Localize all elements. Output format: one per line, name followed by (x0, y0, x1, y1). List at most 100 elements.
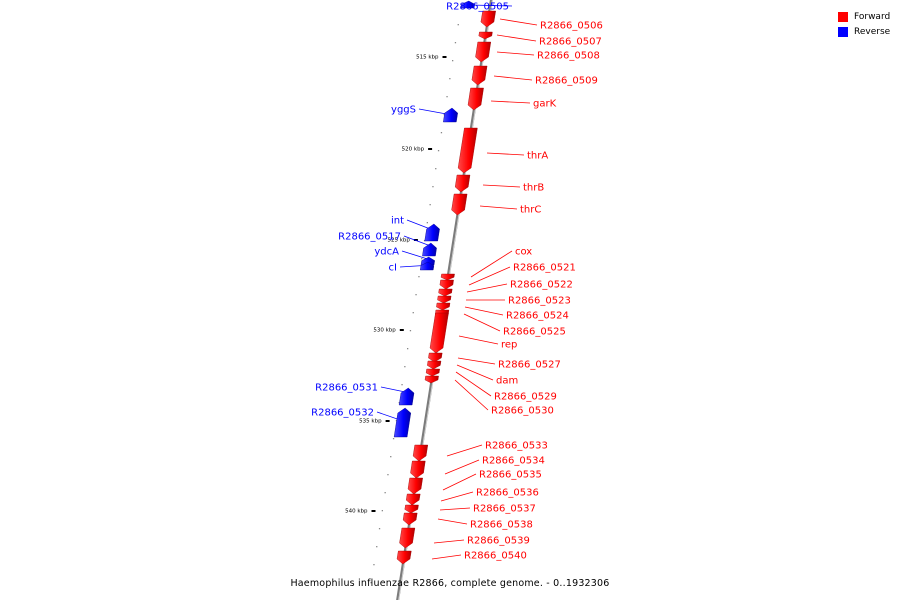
gene-label-R2866_0522[interactable]: R2866_0522 (510, 280, 573, 291)
gene-label-R2866_0508[interactable]: R2866_0508 (537, 51, 600, 62)
gene-label-R2866_0524[interactable]: R2866_0524 (506, 311, 569, 322)
gene-labels: R2866_0505 R2866_0506 R2866_0507 R2866_0508… (311, 2, 603, 562)
gene-dam[interactable] (427, 360, 442, 370)
gene-label-R2866_0521[interactable]: R2866_0521 (513, 263, 576, 274)
gene-R2866_0538[interactable] (402, 512, 418, 526)
gene-label-cox[interactable]: cox (515, 247, 532, 258)
gene-label-R2866_0535[interactable]: R2866_0535 (479, 470, 542, 481)
gene-R2866_0540[interactable] (396, 550, 412, 565)
gene-label-R2866_0525[interactable]: R2866_0525 (503, 327, 566, 338)
kbp-tick (413, 239, 418, 241)
gene-cox[interactable] (440, 273, 455, 281)
minor-tick (457, 24, 459, 26)
gene-label-int[interactable]: int (391, 216, 404, 227)
gene-label-dam[interactable]: dam (496, 376, 518, 387)
kbp-label: 525 kbp (387, 238, 410, 244)
gene-label-R2866_0538[interactable]: R2866_0538 (470, 520, 533, 531)
gene-garK[interactable] (467, 87, 484, 111)
minor-tick (446, 96, 448, 98)
gene-R2866_0522[interactable] (438, 288, 453, 297)
gene-R2866_0531[interactable] (398, 387, 415, 406)
gene-features (393, 0, 496, 565)
connector-R2866_0538 (437, 518, 468, 525)
reverse-swatch (838, 26, 848, 37)
connector-R2866_0506 (499, 18, 538, 26)
gene-R2866_0530[interactable] (424, 375, 439, 384)
legend-reverse-label: Reverse (854, 26, 891, 37)
gene-label-R2866_0517[interactable]: R2866_0517 (338, 232, 401, 243)
gene-R2866_0505[interactable] (460, 0, 475, 9)
minor-tick (373, 564, 375, 566)
gene-label-R2866_0539[interactable]: R2866_0539 (467, 536, 530, 547)
gene-label-R2866_0527[interactable]: R2866_0527 (498, 360, 561, 371)
gene-thrB[interactable] (454, 174, 471, 193)
minor-tick (398, 402, 400, 404)
kbp-label: 520 kbp (402, 147, 425, 153)
gene-label-cI[interactable]: cI (389, 263, 397, 274)
connector-R2866_0525 (463, 313, 501, 332)
gene-label-R2866_0540[interactable]: R2866_0540 (464, 551, 527, 562)
gene-label-R2866_0507[interactable]: R2866_0507 (539, 37, 602, 48)
gene-R2866_0532[interactable] (393, 407, 412, 438)
minor-tick (415, 294, 417, 296)
gene-R2866_0517[interactable] (422, 242, 437, 257)
gene-label-R2866_0529[interactable]: R2866_0529 (494, 392, 557, 403)
minor-tick (412, 312, 414, 314)
minor-tick (387, 474, 389, 476)
connector-thrA (486, 152, 525, 156)
gene-R2866_0507[interactable] (478, 31, 493, 40)
minor-tick (370, 582, 372, 584)
gene-R2866_0508[interactable] (475, 41, 492, 63)
gene-thrA[interactable] (457, 127, 478, 174)
gene-label-R2866_0534[interactable]: R2866_0534 (482, 456, 545, 467)
gene-rep[interactable] (429, 312, 449, 354)
gene-R2866_0534[interactable] (410, 460, 426, 479)
minor-tick (404, 366, 406, 368)
gene-label-R2866_0509[interactable]: R2866_0509 (535, 76, 598, 87)
gene-label-thrB[interactable]: thrB (523, 183, 544, 194)
gene-label-R2866_0533[interactable]: R2866_0533 (485, 441, 548, 452)
gene-R2866_0509[interactable] (471, 65, 488, 86)
gene-label-yggS[interactable]: yggS (391, 105, 416, 116)
gene-label-R2866_0523[interactable]: R2866_0523 (508, 296, 571, 307)
gene-R2866_0527[interactable] (428, 352, 443, 363)
gene-int[interactable] (424, 223, 440, 242)
connector-dam (456, 364, 494, 381)
gene-R2866_0533[interactable] (412, 444, 429, 462)
kbp-tick (428, 148, 433, 150)
gene-label-thrC[interactable]: thrC (520, 205, 541, 216)
connector-rep (458, 335, 499, 345)
gene-label-R2866_0506[interactable]: R2866_0506 (540, 21, 603, 32)
minor-tick (460, 6, 462, 8)
gene-R2866_0537[interactable] (404, 504, 419, 514)
gene-R2866_0523[interactable] (437, 295, 452, 304)
gene-label-thrA[interactable]: thrA (527, 151, 548, 162)
gene-label-R2866_0505[interactable]: R2866_0505 (446, 2, 509, 13)
gene-R2866_0524[interactable] (436, 302, 451, 311)
gene-label-R2866_0530[interactable]: R2866_0530 (491, 406, 554, 417)
gene-label-garK[interactable]: garK (533, 99, 557, 110)
connector-R2866_0535 (442, 473, 477, 491)
gene-label-R2866_0537[interactable]: R2866_0537 (473, 504, 536, 515)
connector-R2866_0536 (440, 491, 474, 502)
gene-label-R2866_0532[interactable]: R2866_0532 (311, 408, 374, 419)
gene-R2866_0539[interactable] (399, 527, 416, 549)
connector-R2866_0533 (446, 444, 483, 457)
minor-tick (440, 132, 443, 134)
gene-R2866_0521[interactable] (439, 279, 454, 290)
gene-R2866_0506[interactable] (480, 10, 496, 28)
gene-label-rep[interactable]: rep (501, 340, 517, 351)
legend-forward: Forward (838, 9, 898, 24)
gene-label-R2866_0531[interactable]: R2866_0531 (315, 383, 378, 394)
gene-R2866_0529[interactable] (425, 368, 440, 377)
gene-cI[interactable] (419, 261, 435, 271)
connector-R2866_0521 (468, 266, 511, 286)
gene-R2866_0535[interactable] (407, 477, 423, 495)
connector-cox (470, 250, 513, 278)
gene-R2866_0536[interactable] (405, 493, 421, 506)
gene-thrC[interactable] (451, 193, 468, 216)
gene-label-ydcA[interactable]: ydcA (374, 247, 399, 258)
gene-yggS[interactable] (443, 107, 458, 123)
gene-label-R2866_0536[interactable]: R2866_0536 (476, 488, 539, 499)
